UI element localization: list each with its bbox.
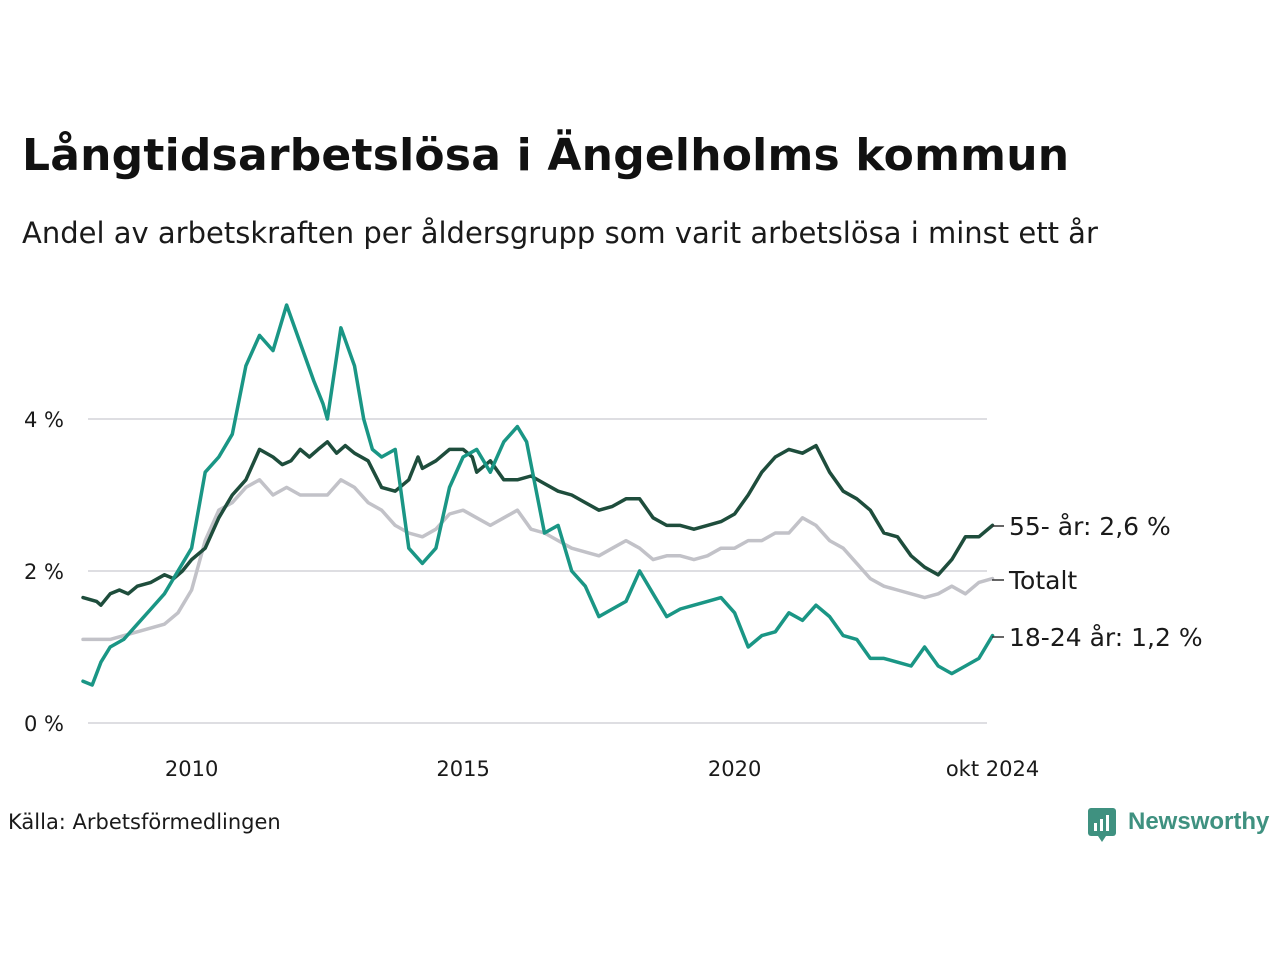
brand-logo[interactable]: Newsworthy [1088,804,1270,842]
y-tick-label: 4 % [24,408,64,432]
axis-labels: 0 % 2 % 4 % 2010 2015 2020 okt 2024 Totalt 55- å… [24,408,1203,781]
chart-subtitle: Andel av arbetskraften per åldersgrupp s… [22,216,1098,250]
y-tick-label: 2 % [24,560,64,584]
x-tick-label: 2020 [708,757,761,781]
series-end-label: Totalt [1008,566,1077,595]
series-lines [81,303,995,687]
chart-title: Långtidsarbetslösa i Ängelholms kommun [22,130,1070,181]
series-line [81,440,995,607]
newsworthy-logo-icon [1088,808,1116,842]
x-tick-label: 2010 [165,757,218,781]
x-tick-label: 2015 [436,757,489,781]
series-end-label: 18-24 år: 1,2 % [1009,623,1203,652]
x-tick-label: okt 2024 [946,757,1039,781]
series-line [81,303,995,687]
grid-lines [88,418,987,724]
brand-name: Newsworthy [1128,808,1270,835]
y-tick-label: 0 % [24,712,64,736]
source-note: Källa: Arbetsförmedlingen [8,810,281,834]
series-line [81,478,995,642]
series-end-label: 55- år: 2,6 % [1009,512,1171,541]
